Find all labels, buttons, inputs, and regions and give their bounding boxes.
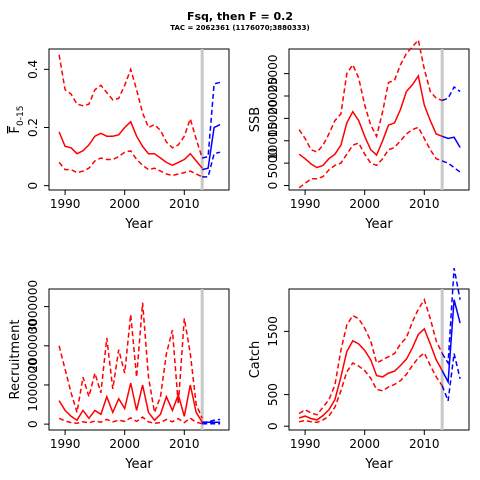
- panel-catch: 1990 2000 2010 0 500 1500 Year Catch: [248, 267, 470, 472]
- series-median-line: [298, 73, 443, 169]
- x-tick-label: 1990: [290, 437, 321, 451]
- projection-upper-line: [441, 85, 461, 102]
- series-upper-line: [298, 297, 443, 416]
- projection-upper-line: [202, 81, 221, 159]
- panel-f: 1990 2000 2010 0 0.2 0.4 Year F0-15: [8, 48, 230, 232]
- series-lower-line: [298, 126, 443, 189]
- x-tick-label: 1990: [290, 197, 321, 211]
- y-tick-label: 0.4: [26, 60, 40, 79]
- x-tick-label: 2010: [409, 197, 440, 211]
- y-tick-label: 0: [266, 182, 280, 190]
- plot-frame: [288, 288, 470, 431]
- projection-median-line: [441, 299, 461, 385]
- plot-frame: [48, 288, 230, 431]
- projection-median-line: [441, 135, 461, 148]
- figure-title: Fsq, then F = 0.2: [186, 10, 294, 23]
- plot-frame: [288, 48, 470, 191]
- x-tick-label: 2000: [109, 197, 140, 211]
- y-tick-label: 3000000: [26, 280, 40, 333]
- y-tick-label: 1500: [266, 316, 280, 347]
- x-tick-label: 1990: [50, 437, 81, 451]
- x-tick-label: 2000: [349, 437, 380, 451]
- y-axis-label-subscript: 0-15: [16, 106, 26, 126]
- y-axis-label: SSB: [248, 107, 263, 132]
- y-tick-label: 2000000: [26, 319, 40, 372]
- y-tick-label: 500: [266, 383, 280, 406]
- projection-lower-line: [441, 160, 461, 173]
- projection-lower-line: [202, 151, 221, 178]
- y-tick-label: 1000000: [26, 358, 40, 411]
- x-tick-label: 2000: [349, 197, 380, 211]
- y-axis-label: Recruitment: [8, 320, 23, 400]
- series-median-line: [58, 120, 203, 169]
- x-axis-label: Year: [124, 217, 153, 232]
- y-tick-label: 10000: [266, 122, 280, 160]
- x-tick-label: 2010: [169, 197, 200, 211]
- y-tick-label: 0: [266, 422, 280, 430]
- y-tick-label: 0.2: [26, 118, 40, 137]
- x-axis-label: Year: [364, 457, 393, 472]
- x-axis-label: Year: [124, 457, 153, 472]
- series-lower-line: [58, 416, 203, 425]
- y-tick-label: 0: [26, 182, 40, 190]
- y-axis-label-main: F: [8, 126, 23, 133]
- projection-lower-line: [441, 353, 461, 402]
- y-tick-label: 20000: [266, 77, 280, 115]
- series-upper-line: [298, 38, 443, 153]
- series-upper-line: [58, 302, 203, 419]
- y-tick-label: 0: [26, 420, 40, 428]
- y-axis-label: F0-15: [8, 106, 26, 134]
- x-tick-label: 2000: [109, 437, 140, 451]
- x-tick-label: 2010: [169, 437, 200, 451]
- x-tick-label: 2010: [409, 437, 440, 451]
- series-lower-line: [58, 149, 203, 178]
- projection-upper-line: [202, 418, 221, 423]
- y-tick-label: 5000: [266, 148, 280, 179]
- y-tick-label: 25000: [266, 55, 280, 93]
- series-lower-line: [298, 351, 443, 424]
- figure-subtitle: TAC = 2062361 (1176070;3880333): [170, 24, 310, 32]
- x-axis-label: Year: [364, 217, 393, 232]
- x-tick-label: 1990: [50, 197, 81, 211]
- projection-upper-line: [441, 267, 461, 366]
- plot-frame: [48, 48, 230, 191]
- y-axis-label: Catch: [248, 341, 263, 379]
- series-median-line: [298, 327, 443, 421]
- series-upper-line: [58, 54, 203, 159]
- projection-median-line: [202, 123, 221, 171]
- y-tick-label: 15000: [266, 99, 280, 137]
